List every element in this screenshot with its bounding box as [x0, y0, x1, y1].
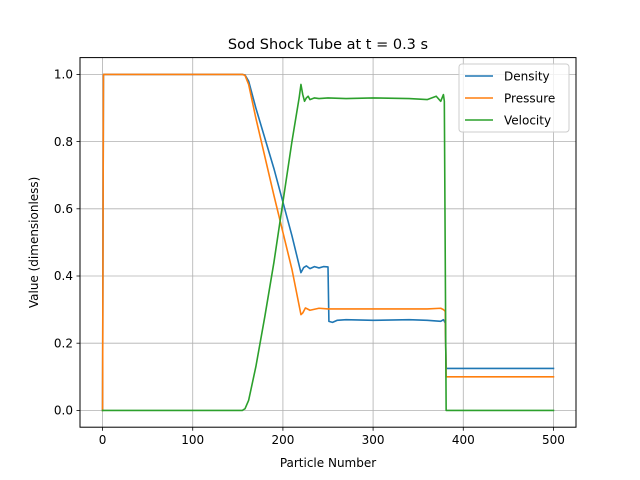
series-line-density: [101, 73, 555, 412]
x-tick-label: 300: [362, 433, 385, 447]
y-tick-label: 0.8: [54, 135, 73, 149]
y-tick-label: 0.2: [54, 336, 73, 350]
x-tick-label: 200: [271, 433, 294, 447]
y-tick-label: 1.0: [54, 68, 73, 82]
legend-box: [458, 63, 570, 133]
x-tick-label: 400: [452, 433, 475, 447]
y-tick-label: 0.4: [54, 269, 73, 283]
series-group: [101, 73, 555, 412]
y-axis-label: Value (dimensionless): [27, 177, 41, 309]
legend-label-density: Density: [504, 69, 550, 83]
series-line-velocity: [101, 83, 555, 412]
y-tick-label: 0.0: [54, 404, 73, 418]
ticks: 0 100 200 300 400 500 0.0 0.2 0.4 0.6 0.8 1.0: [54, 68, 565, 448]
x-tick-label: 100: [181, 433, 204, 447]
series-line-pressure: [101, 73, 555, 412]
y-tick-label: 0.6: [54, 202, 73, 216]
x-axis-label: Particle Number: [280, 456, 376, 470]
grid: [80, 57, 576, 428]
legend: Density Pressure Velocity: [458, 63, 570, 133]
x-tick-label: 0: [99, 433, 107, 447]
x-tick-label: 500: [542, 433, 565, 447]
plot-frame: [79, 57, 577, 428]
chart-title: Sod Shock Tube at t = 0.3 s: [228, 37, 428, 53]
legend-label-pressure: Pressure: [504, 91, 555, 105]
legend-label-velocity: Velocity: [504, 113, 551, 127]
